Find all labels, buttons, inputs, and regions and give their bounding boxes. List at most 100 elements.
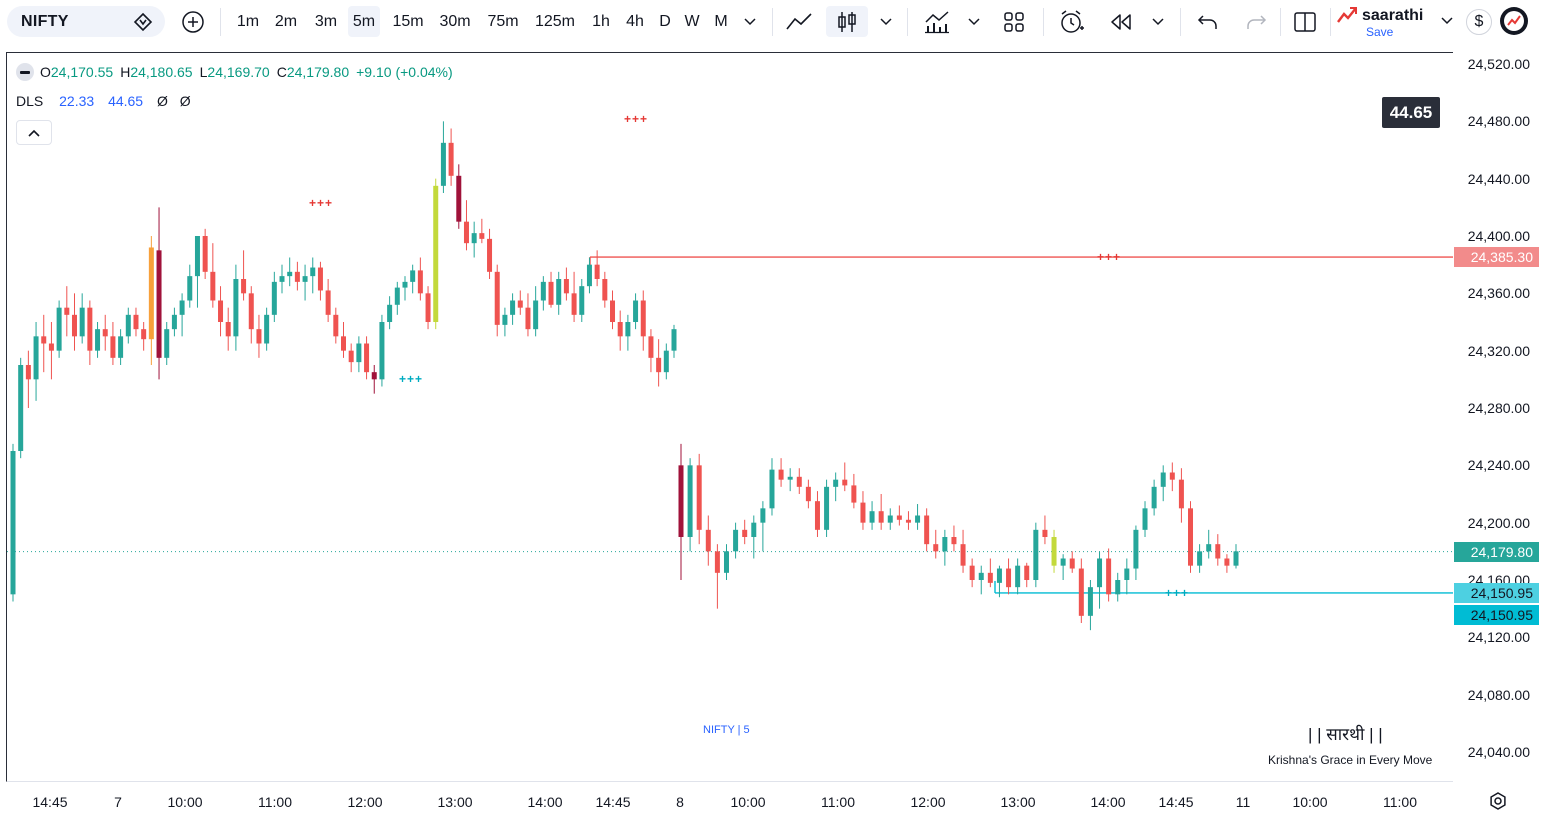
candle[interactable]: [1060, 554, 1066, 580]
candle[interactable]: [1069, 551, 1075, 573]
alert-diamond-icon[interactable]: [133, 12, 153, 32]
candle[interactable]: [364, 336, 370, 380]
candle[interactable]: [851, 473, 857, 509]
candle[interactable]: [410, 264, 416, 294]
candle[interactable]: [264, 307, 270, 351]
currency-button[interactable]: $: [1466, 9, 1492, 35]
candle[interactable]: [41, 314, 47, 373]
candle[interactable]: [502, 307, 508, 337]
interval-2m-button[interactable]: 2m: [274, 12, 298, 30]
candle[interactable]: [494, 264, 500, 337]
candle[interactable]: [742, 519, 748, 545]
candle[interactable]: [1115, 572, 1121, 602]
candle[interactable]: [860, 491, 866, 530]
candle[interactable]: [71, 293, 77, 351]
candle[interactable]: [10, 443, 16, 602]
candle[interactable]: [517, 290, 523, 315]
candle[interactable]: [202, 228, 208, 279]
candle[interactable]: [87, 300, 93, 366]
candle[interactable]: [356, 336, 362, 373]
candle[interactable]: [148, 236, 154, 365]
candle[interactable]: [133, 307, 139, 337]
candle[interactable]: [602, 271, 608, 308]
interval-15m-button[interactable]: 15m: [392, 12, 424, 30]
candle[interactable]: [279, 264, 285, 294]
candle[interactable]: [371, 365, 377, 394]
candle[interactable]: [463, 200, 469, 251]
candle[interactable]: [425, 286, 431, 330]
candle[interactable]: [1151, 479, 1157, 516]
candle[interactable]: [714, 544, 720, 609]
time-axis[interactable]: 14:45 7 10:00 11:00 12:00 13:00 14:00 14:45 8 10:…: [0, 782, 1541, 816]
candle[interactable]: [1206, 529, 1212, 559]
candle[interactable]: [1178, 468, 1184, 523]
redo-button[interactable]: [1242, 6, 1270, 37]
candle[interactable]: [79, 293, 85, 344]
candle[interactable]: [933, 529, 939, 559]
candle[interactable]: [915, 504, 921, 530]
candle[interactable]: [156, 207, 162, 380]
candle[interactable]: [110, 322, 116, 365]
candle[interactable]: [194, 236, 200, 308]
candle[interactable]: [563, 267, 569, 301]
candle[interactable]: [824, 479, 830, 537]
candle[interactable]: [760, 501, 766, 552]
candle[interactable]: [1097, 551, 1103, 609]
candle[interactable]: [951, 525, 957, 552]
candle[interactable]: [440, 121, 446, 193]
candle[interactable]: [687, 458, 693, 552]
candle[interactable]: [218, 286, 224, 337]
candle[interactable]: [118, 329, 124, 365]
candle[interactable]: [302, 264, 308, 301]
candle[interactable]: [586, 257, 592, 294]
candle[interactable]: [525, 293, 531, 337]
candle[interactable]: [1087, 580, 1093, 631]
candle[interactable]: [510, 293, 516, 325]
candle[interactable]: [179, 293, 185, 337]
chart-pane[interactable]: [6, 52, 1453, 782]
candle[interactable]: [1124, 558, 1130, 595]
layout-name-button[interactable]: saarathi Save: [1334, 4, 1456, 40]
candle[interactable]: [556, 271, 562, 315]
candle[interactable]: [787, 468, 793, 492]
chart-type-dropdown-button[interactable]: [876, 6, 896, 37]
candle[interactable]: [1188, 501, 1194, 573]
candle[interactable]: [271, 271, 277, 322]
save-label[interactable]: Save: [1366, 25, 1394, 39]
candle[interactable]: [633, 293, 639, 330]
profile-avatar[interactable]: [1500, 7, 1528, 35]
candle[interactable]: [723, 544, 729, 580]
candle[interactable]: [341, 322, 346, 358]
candle[interactable]: [960, 529, 966, 573]
interval-75m-button[interactable]: 75m: [487, 12, 519, 30]
candle[interactable]: [656, 339, 662, 387]
compare-symbol-button[interactable]: [178, 6, 208, 37]
candle[interactable]: [924, 508, 930, 552]
candle[interactable]: [317, 261, 323, 301]
candle[interactable]: [579, 279, 585, 322]
candle[interactable]: [805, 479, 811, 509]
replay-button[interactable]: [1103, 6, 1137, 37]
candle[interactable]: [796, 468, 802, 494]
candle[interactable]: [479, 218, 485, 244]
indicators-button[interactable]: [918, 6, 956, 37]
candle[interactable]: [1142, 501, 1148, 537]
candle[interactable]: [896, 505, 902, 526]
candle[interactable]: [1033, 522, 1039, 588]
indicator-legend[interactable]: DLS 22.33 44.65 Ø Ø: [16, 93, 199, 109]
candle[interactable]: [233, 264, 239, 351]
candle[interactable]: [1015, 558, 1021, 595]
candle[interactable]: [540, 276, 546, 311]
candle[interactable]: [310, 257, 316, 294]
candle[interactable]: [225, 307, 231, 351]
interval-3m-button[interactable]: 3m: [314, 12, 338, 30]
candle[interactable]: [387, 296, 393, 330]
candle[interactable]: [417, 257, 423, 301]
candle[interactable]: [141, 322, 147, 351]
interval-1h-button[interactable]: 1h: [592, 12, 610, 30]
candle[interactable]: [1169, 462, 1175, 492]
candle[interactable]: [125, 307, 131, 344]
line-chart-button[interactable]: [782, 6, 816, 37]
interval-5m-button[interactable]: 5m: [348, 6, 380, 37]
candle[interactable]: [887, 508, 893, 530]
